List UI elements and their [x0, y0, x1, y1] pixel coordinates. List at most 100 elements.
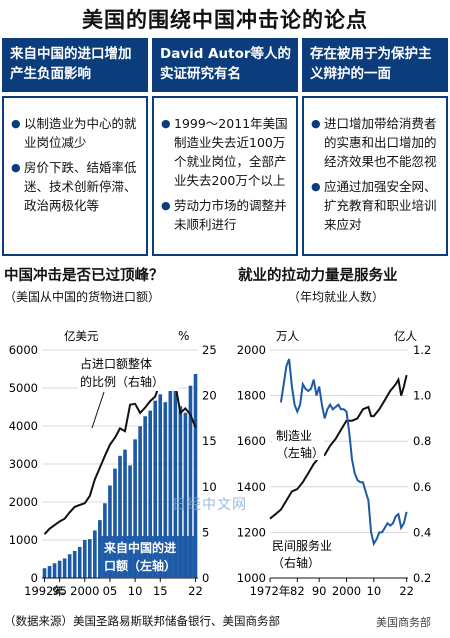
y-left-tick-label: 6000: [9, 343, 38, 357]
import-bar: [62, 558, 67, 578]
y-left-tick-label: 2000: [237, 343, 266, 357]
column-heading-3: 存在被用于为保护主义辩护的一面: [302, 38, 448, 92]
import-bar: [47, 566, 52, 578]
share-series-label-2: 的比例（右轴）: [80, 374, 164, 389]
y-right-tick-label: 5: [202, 525, 209, 539]
column-heading-2: David Autor等人的实证研究有名: [152, 38, 298, 92]
column-heading-1: 来自中国的进口增加产生负面影响: [2, 38, 148, 92]
x-tick-label: 1992年: [24, 584, 65, 598]
import-bar: [67, 554, 72, 578]
list-item: 1999～2011年美国制造业失去近100万个就业岗位，全部产业失去200万个以…: [161, 114, 290, 190]
import-bar: [163, 402, 168, 578]
y-right-tick-label: 0.2: [413, 571, 431, 585]
x-tick-label: 95: [52, 584, 67, 598]
share-series-label-1: 占进口额整体: [80, 356, 152, 371]
data-source-note: （数据来源）美国圣路易斯联邦储备银行、美国商务部: [4, 614, 280, 628]
list-item: 劳动力市场的调整并未顺利进行: [161, 196, 290, 234]
x-tick-label: 10: [367, 584, 382, 598]
import-bar: [123, 449, 127, 578]
import-bar: [188, 385, 193, 578]
y-left-tick-label: 1800: [237, 389, 266, 403]
services-series-label-1: 民间服务业: [272, 538, 332, 553]
import-bar: [98, 520, 102, 578]
import-bar: [168, 385, 173, 578]
corner-mark: 美国商务部: [376, 616, 431, 629]
import-bar: [143, 416, 147, 578]
y-right-tick-label: 10: [202, 480, 217, 494]
import-bar: [108, 485, 112, 578]
y-right-tick-label: 0.6: [413, 480, 431, 494]
import-bar: [153, 400, 158, 578]
x-tick-label: 15: [153, 584, 168, 598]
manufacturing-series-label-1: 制造业: [276, 429, 312, 443]
chart-2-subtitle: （年均就业人数）: [288, 290, 385, 304]
list-item: 进口增加带给消费者的实惠和出口增加的经济效果也不能忽视: [311, 114, 440, 171]
import-bar: [93, 530, 97, 578]
column-body-3: 进口增加带给消费者的实惠和出口增加的经济效果也不能忽视 应通过加强安全网、扩充教…: [302, 96, 448, 256]
y-left-tick-label: 5000: [9, 381, 38, 395]
import-bar: [82, 540, 87, 578]
import-bar: [138, 426, 142, 578]
right-axis-unit: 亿人: [394, 329, 417, 343]
left-axis-unit: 万人: [276, 329, 299, 343]
employment-chart: 1000 1200 1400 1600 1800 2000 0.2 0.4 0.6 0.8 1.0 1…: [237, 329, 432, 598]
import-bar: [72, 550, 77, 578]
import-bar: [148, 410, 153, 578]
import-bar: [57, 560, 62, 578]
x-tick-label: 22: [399, 584, 414, 598]
y-right-tick-label: 15: [202, 434, 217, 448]
page-title: 美国的围绕中国冲击论的论点: [82, 8, 368, 32]
import-bar: [87, 539, 92, 578]
manufacturing-employment-line: [279, 358, 408, 547]
y-right-tick-label: 20: [202, 389, 217, 403]
y-right-tick-label: 1.2: [413, 343, 431, 357]
import-bar: [113, 468, 117, 578]
import-bar: [77, 546, 82, 578]
y-right-tick-label: 0.4: [413, 525, 431, 539]
manufacturing-series-label-2: （左轴）: [276, 445, 324, 460]
y-right-tick-label: 0.8: [413, 434, 431, 448]
list-item: 房价下跌、结婚率低迷、技术创新停滞、政治两极化等: [11, 158, 140, 215]
y-right-tick-label: 0: [202, 571, 209, 585]
x-tick-label: 22: [188, 584, 203, 598]
import-chart: 0 1000 2000 3000 4000 5000 6000 0 5 10 15 20 25 1992年…: [9, 329, 217, 598]
import-bar: [118, 455, 122, 578]
list-item: 应通过加强安全网、扩充教育和职业培训来应对: [311, 177, 440, 234]
watermark: 日经中文网: [172, 497, 247, 513]
y-left-tick-label: 1600: [237, 434, 266, 448]
import-bar: [178, 406, 183, 578]
import-bar: [173, 372, 178, 578]
import-bar: [193, 373, 198, 578]
y-left-tick-label: 4000: [9, 419, 38, 433]
import-series-label-2: 口额（左轴）: [104, 558, 176, 573]
x-tick-label: 2000: [332, 584, 361, 598]
import-bar: [133, 439, 137, 578]
chart-2-title: 就业的拉动力量是服务业: [238, 268, 398, 284]
column-body-2: 1999～2011年美国制造业失去近100万个就业岗位，全部产业失去200万个以…: [152, 96, 298, 256]
right-axis-unit: %: [178, 329, 189, 343]
left-axis-unit: 亿美元: [64, 329, 99, 343]
import-bar: [158, 394, 163, 578]
y-right-tick-label: 25: [202, 343, 217, 357]
list-item: 以制造业为中心的就业岗位减少: [11, 114, 140, 152]
chart-1-title: 中国冲击是否已过顶峰？: [4, 268, 164, 284]
y-left-tick-label: 2000: [9, 495, 38, 509]
y-right-tick-label: 1.0: [413, 389, 431, 403]
import-series-label-1: 来自中国的进: [103, 540, 176, 555]
y-left-tick-label: 1400: [237, 480, 266, 494]
y-left-tick-label: 3000: [9, 457, 38, 471]
x-tick-label: 82: [290, 584, 305, 598]
chart-1-subtitle: （美国从中国的货物进口额）: [4, 290, 161, 304]
y-left-tick-label: 0: [31, 571, 38, 585]
services-employment-line: [269, 374, 408, 520]
services-series-label-2: （右轴）: [272, 555, 320, 570]
x-tick-label: 2000: [70, 584, 99, 598]
x-tick-label: 1972年: [250, 584, 291, 598]
y-left-tick-label: 1000: [237, 571, 266, 585]
import-bar: [42, 568, 47, 578]
x-tick-label: 90: [312, 584, 327, 598]
column-body-1: 以制造业为中心的就业岗位减少 房价下跌、结婚率低迷、技术创新停滞、政治两极化等: [2, 96, 148, 256]
import-bar: [183, 412, 188, 578]
y-left-tick-label: 1000: [9, 533, 38, 547]
import-bar: [128, 465, 132, 578]
